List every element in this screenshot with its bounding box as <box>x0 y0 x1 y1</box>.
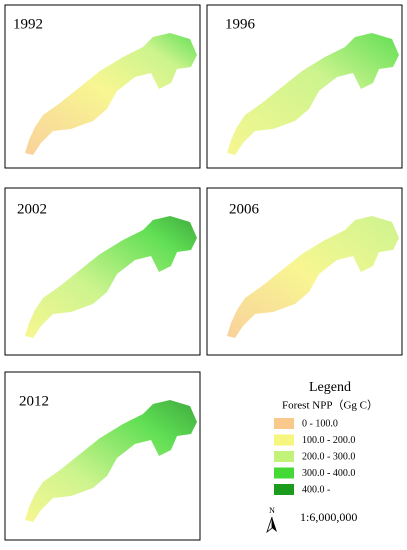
arrow-head <box>266 516 273 534</box>
legend-subtitle: Forest NPP（Gg C） <box>282 399 378 412</box>
panel-year: 1996 <box>225 16 256 32</box>
map-panel: 2006 <box>206 187 403 356</box>
legend-title: Legend <box>309 380 351 395</box>
legend-label: 300.0 - 400.0 <box>302 468 355 479</box>
panel-year: 2006 <box>229 201 260 217</box>
legend-label: 0 - 100.0 <box>302 418 338 429</box>
legend-label: 100.0 - 200.0 <box>302 435 355 446</box>
panel-year: 1992 <box>13 16 43 32</box>
legend-swatch <box>274 467 294 479</box>
north-label: N <box>269 506 275 515</box>
legend-swatch <box>274 434 294 446</box>
map-panel: 1996 <box>206 4 403 169</box>
arrow-head <box>272 517 277 532</box>
legend: Legend Forest NPP（Gg C） 0 - 100.0 100.0 -… <box>274 380 378 495</box>
panel-year: 2012 <box>19 393 49 409</box>
map-panel: 1992 <box>4 4 201 169</box>
legend-swatch <box>274 484 294 495</box>
legend-label: 200.0 - 300.0 <box>302 451 355 462</box>
legend-label: 400.0 - <box>302 484 330 495</box>
map-panel: 2002 <box>4 187 201 356</box>
legend-swatch <box>274 451 294 462</box>
panel-year: 2002 <box>17 201 47 217</box>
map-panel: 2012 <box>4 371 201 541</box>
legend-swatch <box>274 418 294 429</box>
map-scale: 1:6,000,000 <box>300 510 357 524</box>
north-arrow: N <box>266 506 277 534</box>
